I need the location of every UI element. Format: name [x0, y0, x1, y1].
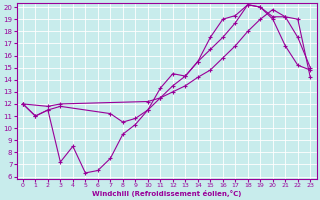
- X-axis label: Windchill (Refroidissement éolien,°C): Windchill (Refroidissement éolien,°C): [92, 190, 241, 197]
